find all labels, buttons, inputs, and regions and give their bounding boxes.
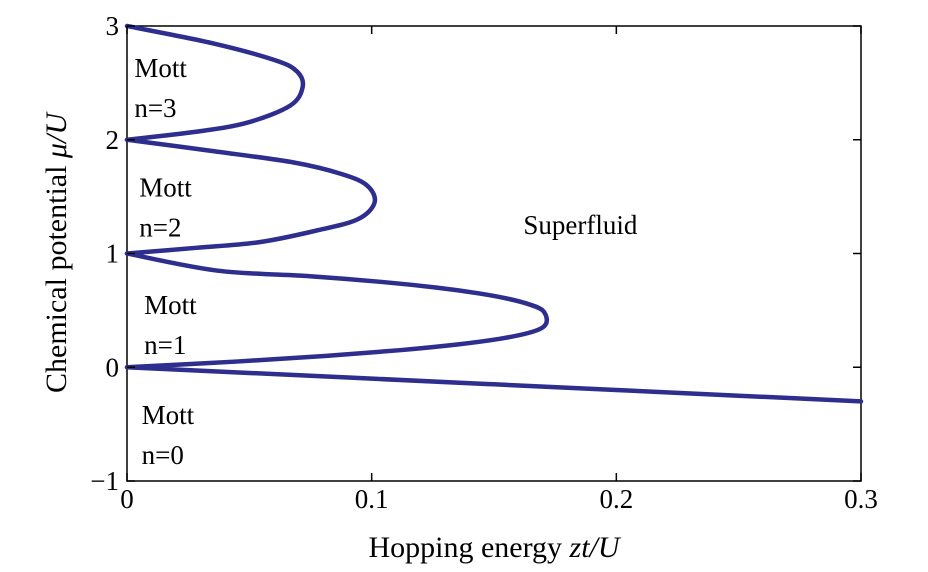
y-axis-label: Chemical potential μ/U	[40, 111, 73, 393]
region-sublabel-mott-1: n=1	[144, 330, 186, 360]
region-label-mott-2: Mott	[139, 173, 192, 203]
region-label-mott-0: Mott	[142, 400, 195, 430]
region-label-mott-3: Mott	[134, 53, 187, 83]
series-line-n-2	[124, 137, 378, 256]
region-sublabel-mott-0: n=0	[142, 440, 184, 470]
x-axis-label: Hopping energy zt/U	[368, 531, 621, 564]
region-sublabel-mott-3: n=3	[134, 93, 176, 123]
y-axis-ticks: −1 0 1 2 3	[90, 11, 861, 496]
region-label-superfluid: Superfluid	[523, 210, 637, 240]
y-tick-label: −1	[90, 466, 119, 496]
y-tick-label: 0	[106, 352, 120, 382]
x-tick-label: 0.2	[599, 484, 633, 514]
x-tick-label: 0.1	[355, 484, 389, 514]
series-line-n-3	[124, 23, 306, 142]
region-sublabel-mott-2: n=2	[139, 213, 181, 243]
series-line-n-0	[124, 365, 864, 404]
x-tick-label: 0.3	[844, 484, 878, 514]
y-tick-label: 3	[106, 11, 120, 41]
plot-frame	[126, 25, 862, 482]
phase-boundary-curves	[124, 23, 864, 404]
y-tick-label: 2	[106, 125, 120, 155]
y-tick-label: 1	[106, 239, 120, 269]
series-line-n-1	[124, 251, 550, 370]
region-labels: Mott n=3 Mott n=2 Mott n=1 Mott n=0 Superfluid	[134, 53, 638, 470]
x-axis-ticks: 0 0.1 0.2 0.3	[120, 26, 878, 514]
region-label-mott-1: Mott	[144, 290, 197, 320]
x-tick-label: 0	[120, 484, 134, 514]
